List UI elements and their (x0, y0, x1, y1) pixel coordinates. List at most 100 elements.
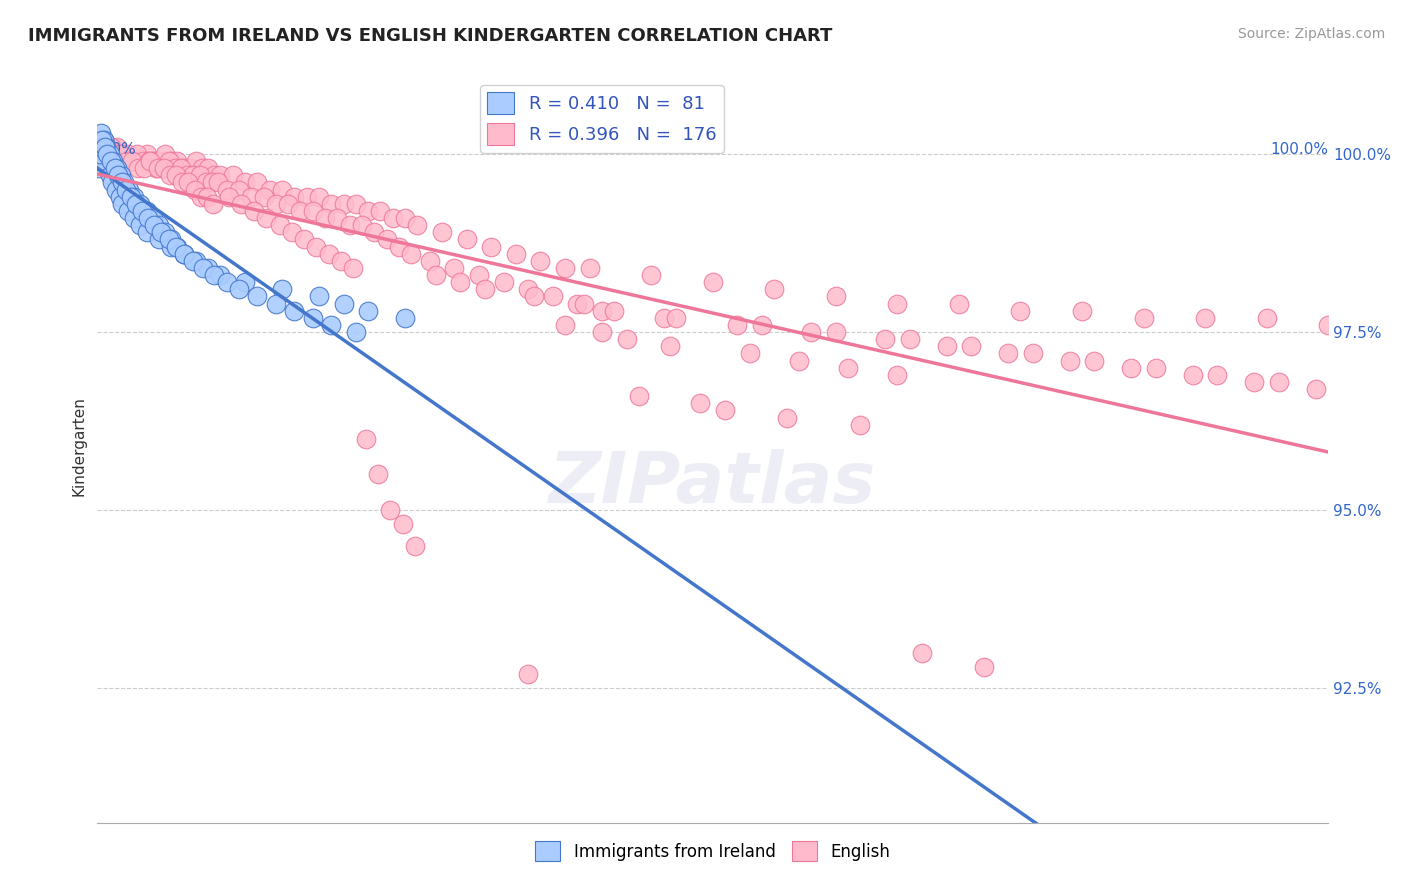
Point (1317, 318, 1340, 332)
Point (157, 232, 180, 246)
Point (135, 225, 157, 239)
Text: 0.0%: 0.0% (97, 142, 136, 157)
Point (194, 176, 217, 190)
Point (135, 147, 157, 161)
Point (269, 218, 291, 232)
Point (627, 389, 650, 403)
Point (222, 169, 245, 183)
Point (326, 211, 349, 225)
Point (172, 176, 194, 190)
Point (997, 346, 1019, 360)
Text: Source: ZipAtlas.com: Source: ZipAtlas.com (1237, 27, 1385, 41)
Point (90, 126, 112, 140)
Point (93, 133, 115, 147)
Point (176, 169, 198, 183)
Point (1256, 310, 1278, 325)
Point (399, 246, 422, 260)
Point (215, 183, 238, 197)
Point (193, 260, 215, 275)
Point (173, 161, 195, 176)
Point (824, 325, 846, 339)
Point (318, 246, 340, 260)
Point (1071, 303, 1094, 318)
Point (652, 310, 675, 325)
Point (103, 161, 125, 176)
Point (150, 225, 173, 239)
Point (124, 190, 146, 204)
Point (406, 218, 429, 232)
Point (616, 332, 638, 346)
Point (98, 169, 121, 183)
Point (87, 140, 110, 154)
Point (148, 218, 170, 232)
Point (111, 197, 134, 211)
Point (264, 197, 287, 211)
Point (145, 161, 167, 176)
Point (87, 161, 110, 176)
Point (394, 310, 416, 325)
Point (404, 539, 426, 553)
Point (94, 140, 117, 154)
Text: 100.0%: 100.0% (1270, 142, 1329, 157)
Point (419, 253, 441, 268)
Point (202, 197, 225, 211)
Point (283, 303, 305, 318)
Point (124, 154, 146, 169)
Point (973, 660, 995, 674)
Point (142, 211, 165, 225)
Point (87, 154, 110, 169)
Point (254, 211, 277, 225)
Point (101, 140, 124, 154)
Point (301, 204, 323, 219)
Point (160, 154, 183, 169)
Point (127, 161, 149, 176)
Point (89, 133, 111, 147)
Point (332, 197, 354, 211)
Point (456, 232, 478, 246)
Point (93, 140, 115, 154)
Point (430, 225, 453, 239)
Point (152, 161, 174, 176)
Point (935, 339, 957, 353)
Point (474, 282, 496, 296)
Point (523, 289, 546, 303)
Point (283, 190, 305, 204)
Point (121, 154, 143, 169)
Point (370, 204, 392, 219)
Point (124, 211, 146, 225)
Point (188, 169, 211, 183)
Point (357, 204, 380, 219)
Point (125, 147, 148, 161)
Point (479, 239, 502, 253)
Point (129, 197, 152, 211)
Point (1305, 382, 1327, 396)
Point (98, 147, 121, 161)
Point (111, 176, 134, 190)
Point (714, 403, 737, 417)
Point (363, 225, 385, 239)
Point (380, 503, 402, 517)
Point (388, 239, 411, 253)
Point (292, 232, 315, 246)
Point (281, 225, 304, 239)
Point (96, 147, 118, 161)
Point (87, 154, 110, 169)
Point (184, 154, 207, 169)
Point (173, 246, 195, 260)
Point (468, 268, 491, 282)
Point (354, 432, 377, 446)
Point (1083, 353, 1105, 368)
Point (305, 239, 328, 253)
Point (129, 154, 152, 169)
Point (391, 517, 413, 532)
Point (567, 296, 589, 310)
Point (120, 190, 142, 204)
Point (132, 154, 155, 169)
Point (332, 296, 354, 310)
Point (104, 183, 127, 197)
Point (209, 169, 232, 183)
Point (110, 147, 132, 161)
Point (101, 176, 124, 190)
Point (197, 260, 219, 275)
Point (308, 190, 330, 204)
